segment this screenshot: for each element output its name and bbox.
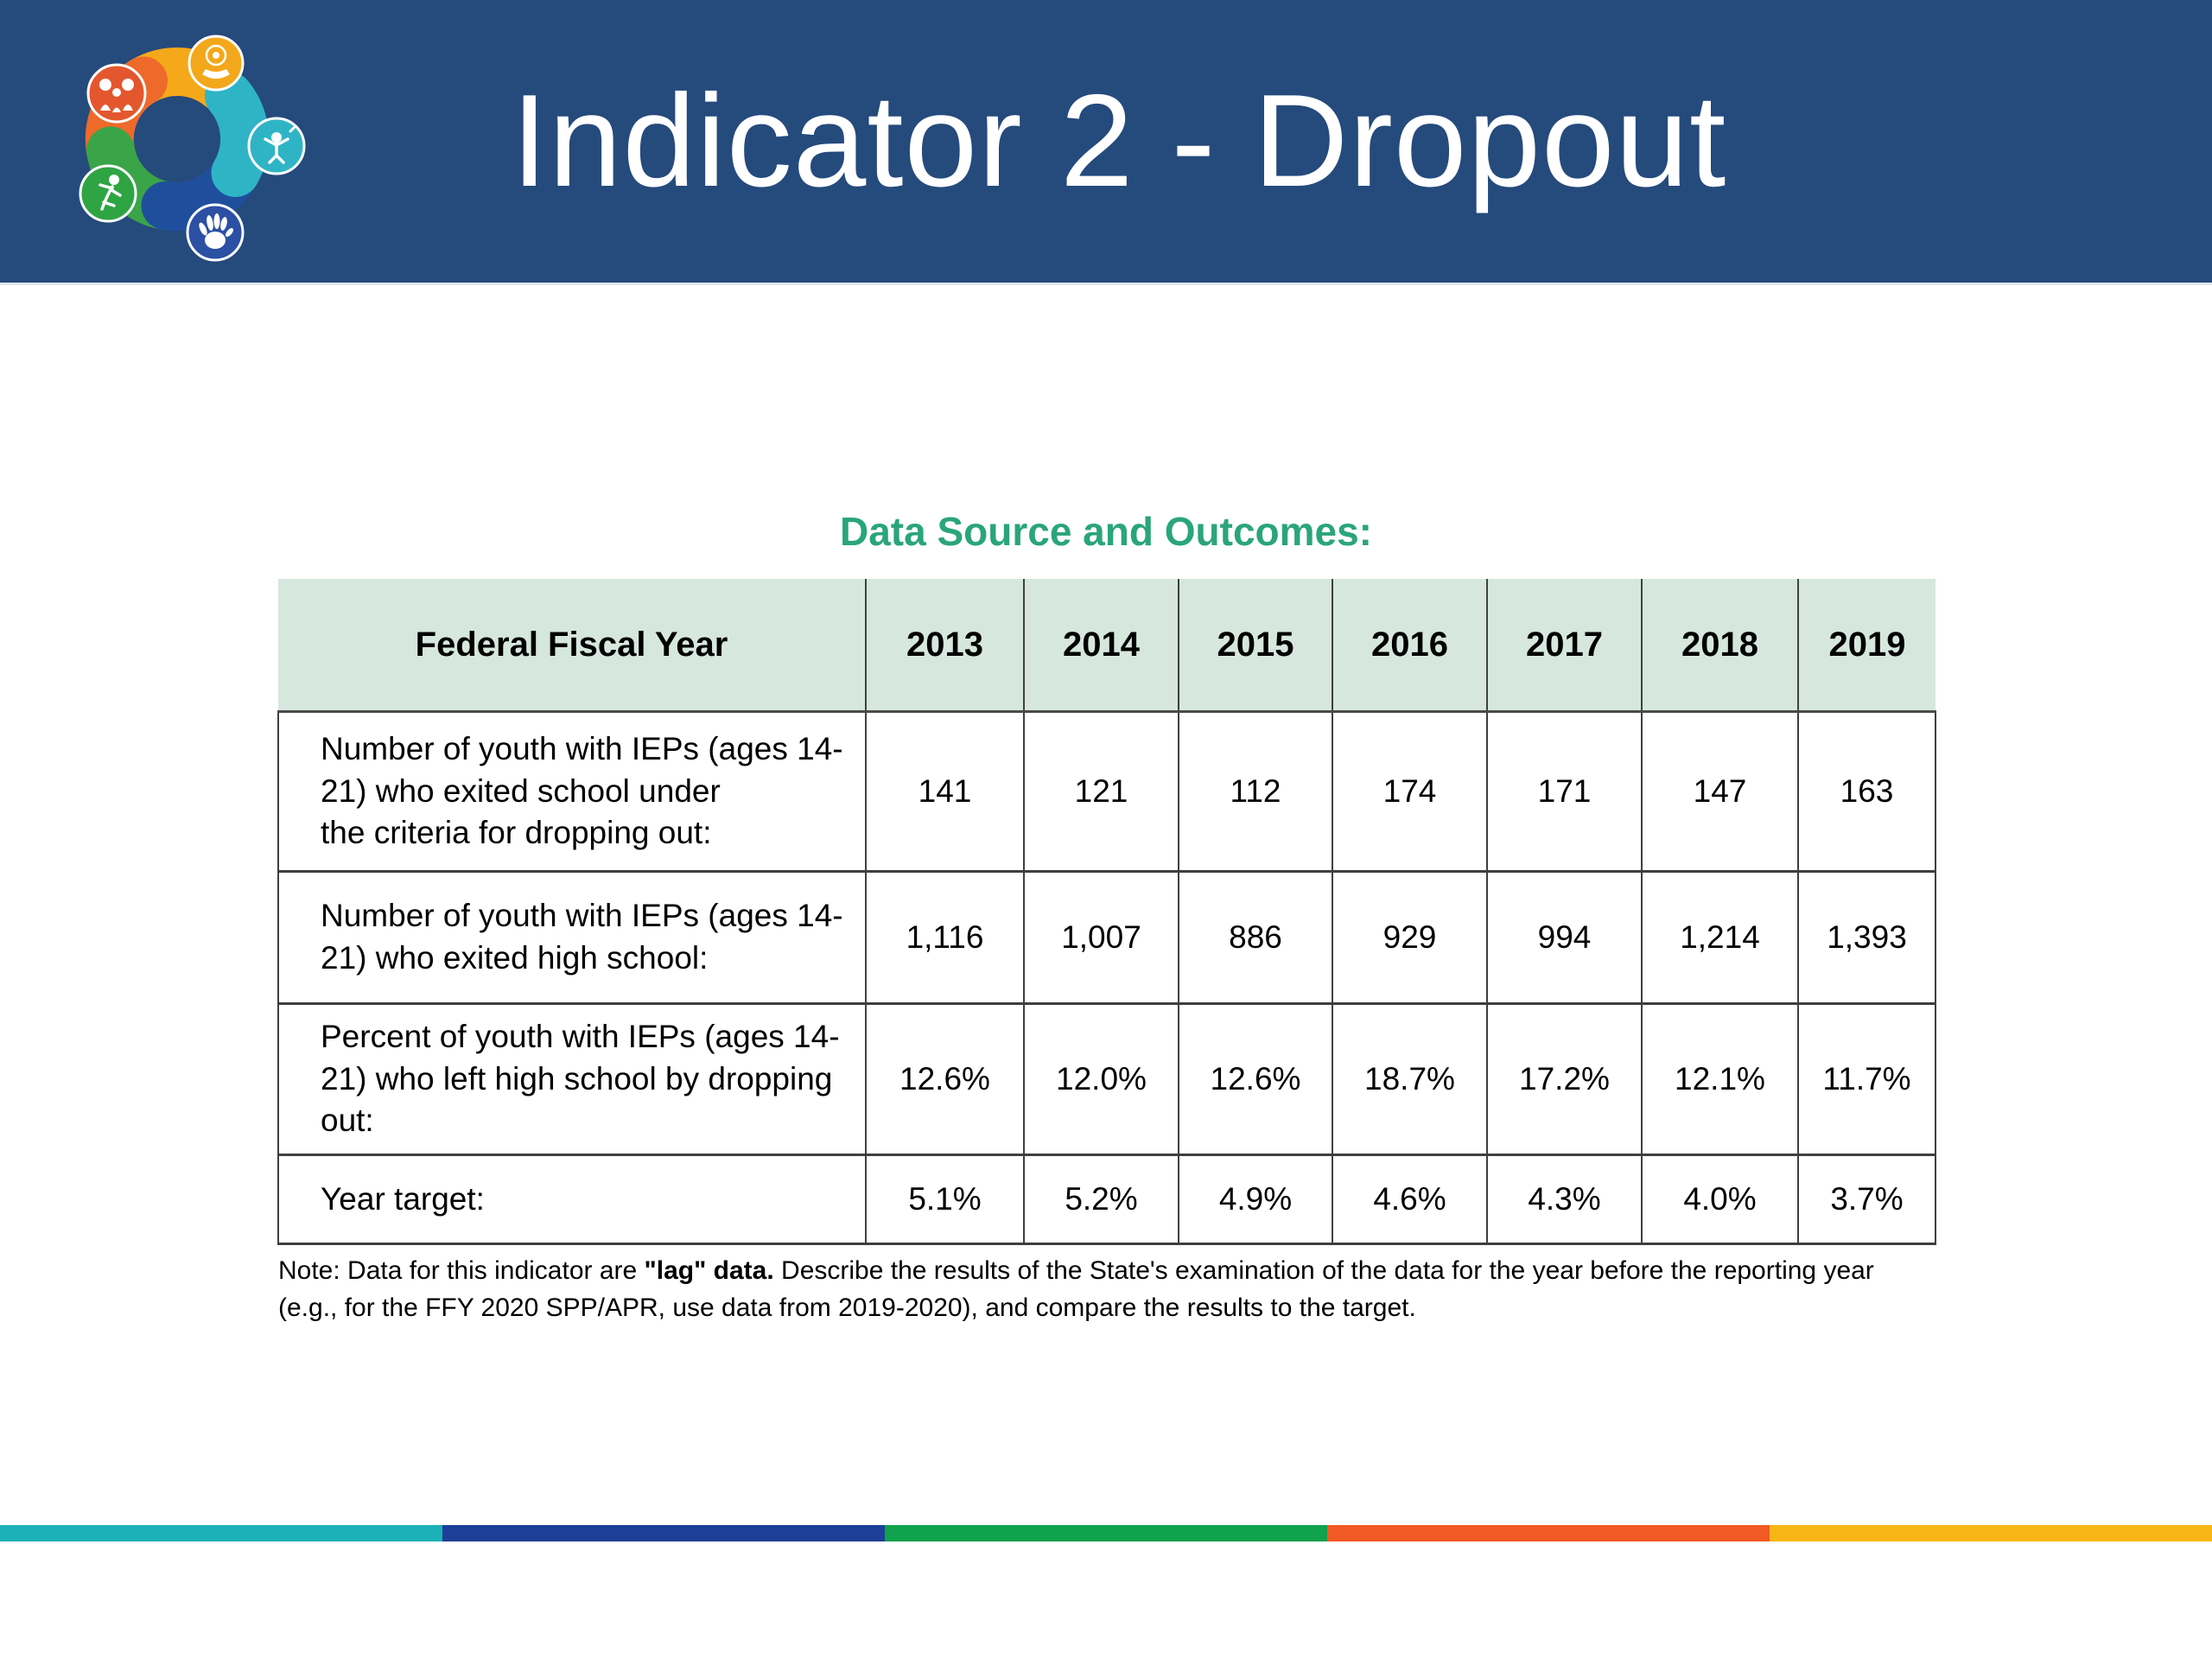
family-icon [86,63,147,124]
table-cell: 12.0% [1023,1002,1179,1156]
table-cell: 4.0% [1641,1154,1799,1245]
table-cell: 4.3% [1486,1154,1643,1245]
stripe-segment-green [885,1525,1327,1541]
col-header-2017: 2017 [1487,579,1643,713]
table-header-row: Federal Fiscal Year 2013 2014 2015 2016 … [278,579,1936,713]
table-cell: 12.1% [1641,1002,1799,1156]
note-suffix: Describe the results of the State's exam… [278,1256,1874,1322]
footer-stripe [0,1525,2212,1541]
giving-hand-icon [188,35,245,92]
table-cell: 12.6% [865,1002,1025,1156]
table-cell: 3.7% [1797,1154,1936,1245]
table-row: Number of youth with IEPs (ages 14- 21) … [277,870,1936,1005]
table-cell: 141 [865,710,1025,873]
row-label: Number of youth with IEPs (ages 14- 21) … [277,870,867,1005]
row-label: Percent of youth with IEPs (ages 14- 21)… [277,1002,867,1156]
stripe-segment-orange [1327,1525,1770,1541]
table-cell: 1,214 [1641,870,1799,1005]
page-title: Indicator 2 - Dropout [511,67,1727,214]
note-text: Note: Data for this indicator are "lag" … [278,1253,1924,1326]
table-cell: 174 [1332,710,1488,873]
col-header-2014: 2014 [1024,579,1179,713]
section-heading: Data Source and Outcomes: [839,509,1373,554]
table-cell: 1,116 [865,870,1025,1005]
header-bar [0,0,2212,285]
swirl-hole [141,103,213,175]
note-bold: "lag" data. [644,1256,774,1285]
col-header-2018: 2018 [1642,579,1799,713]
note-prefix: Note: Data for this indicator are [278,1256,645,1285]
table-row: Percent of youth with IEPs (ages 14- 21)… [277,1002,1936,1156]
table-cell: 112 [1178,710,1333,873]
table-cell: 11.7% [1797,1002,1936,1156]
table-cell: 12.6% [1178,1002,1333,1156]
col-header-2016: 2016 [1332,579,1488,713]
stripe-segment-teal [0,1525,442,1541]
table-cell: 1,393 [1797,870,1936,1005]
table-cell: 121 [1023,710,1179,873]
table-cell: 17.2% [1486,1002,1643,1156]
data-table: Federal Fiscal Year 2013 2014 2015 2016 … [277,579,1936,1245]
stripe-segment-blue [442,1525,885,1541]
table-cell: 1,007 [1023,870,1179,1005]
program-logo [45,5,332,282]
table-cell: 171 [1486,710,1643,873]
table-cell: 4.9% [1178,1154,1333,1245]
table-cell: 147 [1641,710,1799,873]
logo-swirl [79,35,306,262]
table-cell: 994 [1486,870,1643,1005]
leaping-person-icon [79,164,137,223]
table-cell: 5.1% [865,1154,1025,1245]
col-header-fiscal-year: Federal Fiscal Year [278,579,867,713]
stripe-segment-yellow [1770,1525,2212,1541]
data-table-wrap: Federal Fiscal Year 2013 2014 2015 2016 … [277,579,1936,1245]
table-row: Year target: 5.1% 5.2% 4.9% 4.6% 4.3% 4.… [277,1154,1936,1245]
col-header-2019: 2019 [1798,579,1936,713]
table-row: Number of youth with IEPs (ages 14- 21) … [277,710,1936,873]
col-header-2013: 2013 [866,579,1025,713]
table-cell: 5.2% [1023,1154,1179,1245]
swirl-arc-teal [205,72,269,197]
table-cell: 4.6% [1332,1154,1488,1245]
col-header-2015: 2015 [1179,579,1333,713]
table-cell: 929 [1332,870,1488,1005]
row-label: Number of youth with IEPs (ages 14- 21) … [277,710,867,873]
row-label: Year target: [277,1154,867,1245]
handprint-icon [186,203,245,262]
table-cell: 886 [1178,870,1333,1005]
table-cell: 163 [1797,710,1936,873]
table-cell: 18.7% [1332,1002,1488,1156]
achievement-person-icon [247,117,306,175]
